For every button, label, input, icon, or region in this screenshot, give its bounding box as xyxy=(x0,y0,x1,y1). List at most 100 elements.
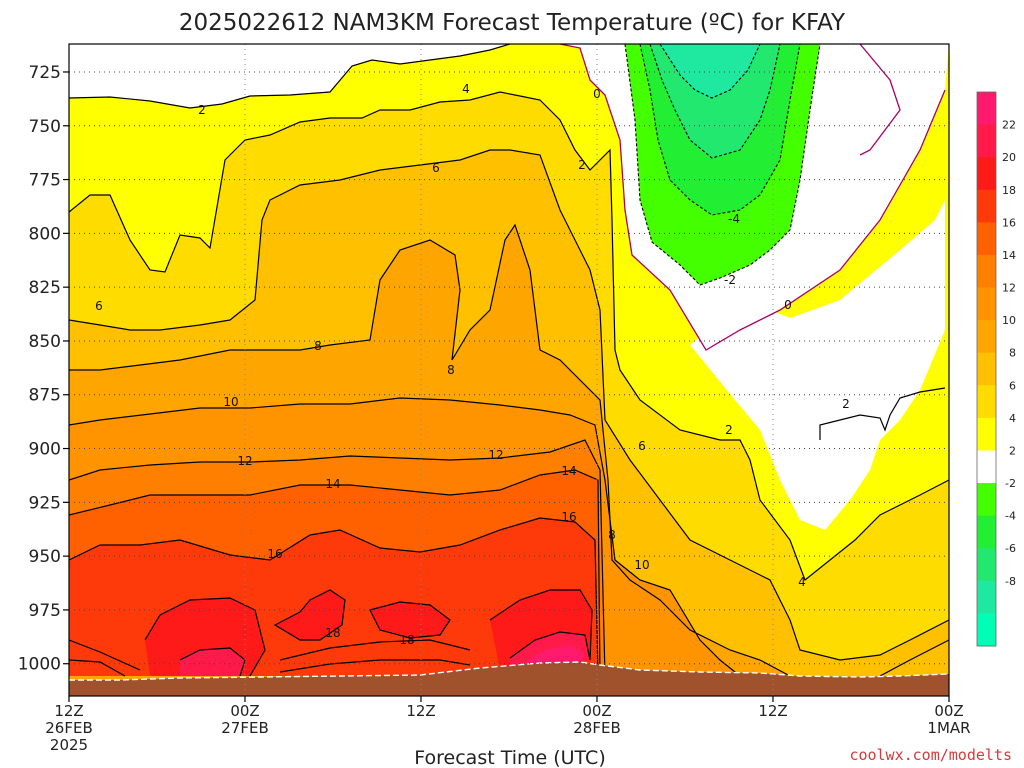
contour-fill-layer xyxy=(69,44,949,696)
contour-line-0-mid xyxy=(859,44,901,156)
colorbar-swatch xyxy=(977,483,996,517)
contour-line-low-3 xyxy=(279,639,471,661)
grid xyxy=(69,44,949,696)
x-tick-label: 28FEB xyxy=(573,719,620,737)
colorbar-label: -8 xyxy=(1005,575,1016,588)
contour-line-12 xyxy=(69,439,606,677)
colorbar-label: 6 xyxy=(1009,379,1016,392)
contour-line-low-1 xyxy=(69,639,141,671)
contour-line-neg2 xyxy=(624,44,821,286)
contour-label: 0 xyxy=(593,87,601,101)
contour-label: 2 xyxy=(725,423,733,437)
y-axis: 725 750 775 800 825 850 875 900 925 950 975 1000 xyxy=(18,63,69,675)
colorbar-swatch xyxy=(977,124,996,158)
contour-line-6 xyxy=(69,149,949,661)
contour-labels: 2 4 6 6 8 8 10 12 12 14 14 16 16 18 18 0 0 2 2 2 -2 -4 6 8 10 4 xyxy=(95,82,850,647)
y-tick-label: 1000 xyxy=(18,655,61,675)
contour-line-0-left xyxy=(559,44,946,351)
y-tick-label: 875 xyxy=(29,386,61,406)
x-tick-label: 12Z xyxy=(758,702,787,720)
x-axis-title: Forecast Time (UTC) xyxy=(414,747,605,768)
y-tick-label: 750 xyxy=(29,117,61,137)
colorbar-swatch xyxy=(977,320,996,354)
contour-line-neg4 xyxy=(639,44,801,216)
contour-line-14 xyxy=(69,469,601,677)
colorbar-label: 4 xyxy=(1009,412,1016,425)
colorbar-swatch xyxy=(977,189,996,223)
colorbar-swatch xyxy=(977,385,996,419)
contour-line-18a xyxy=(144,597,266,677)
contour-label: 8 xyxy=(447,363,455,377)
colorbar-swatch xyxy=(977,450,996,484)
y-tick-label: 950 xyxy=(29,547,61,567)
contour-line-neg6 xyxy=(649,44,781,159)
contour-line-neg8 xyxy=(659,44,761,99)
colorbar-label: -4 xyxy=(1005,510,1016,523)
contour-label: 14 xyxy=(325,477,340,491)
colorbar-label: 14 xyxy=(1002,249,1016,262)
colorbar-label: 16 xyxy=(1002,216,1016,229)
x-tick-label: 12Z xyxy=(406,702,435,720)
x-tick-label: 27FEB xyxy=(221,719,268,737)
y-tick-label: 825 xyxy=(29,278,61,298)
y-tick-label: 775 xyxy=(29,171,61,191)
contour-line-18b xyxy=(273,589,346,641)
contour-label: 2 xyxy=(578,158,586,172)
colorbar-frame xyxy=(976,91,997,647)
contour-line-4 xyxy=(69,91,949,581)
contour-label: 12 xyxy=(237,454,252,468)
contour-label: 12 xyxy=(488,448,503,462)
credit-text: coolwx.com/modelts xyxy=(849,746,1012,764)
colorbar-swatch xyxy=(977,287,996,321)
contour-label: 4 xyxy=(462,82,470,96)
colorbar-swatch xyxy=(977,613,996,647)
colorbar-swatch xyxy=(977,254,996,289)
ground-surface xyxy=(69,662,949,696)
colorbar-label: 18 xyxy=(1002,184,1016,197)
x-tick-label: 00Z xyxy=(582,702,611,720)
contour-lines xyxy=(69,44,949,677)
colorbar-swatch xyxy=(977,580,996,614)
contour-label: 18 xyxy=(325,626,340,640)
contour-label: 10 xyxy=(223,395,238,409)
contour-label: 6 xyxy=(95,299,103,313)
contour-label: 16 xyxy=(267,547,282,561)
contour-label: 2 xyxy=(842,397,850,411)
contour-label: 10 xyxy=(634,558,649,572)
colorbar-label: 2 xyxy=(1009,444,1016,457)
contour-label: 18 xyxy=(399,633,414,647)
colorbar-label: 10 xyxy=(1002,314,1016,327)
colorbar: 22 20 18 16 14 12 10 8 6 4 2 -2 -4 -6 -8 xyxy=(976,91,1016,647)
contour-line-16 xyxy=(69,517,599,677)
colorbar-swatch xyxy=(977,92,996,126)
contour-label: -2 xyxy=(724,273,736,287)
chart-title: 2025022612 NAM3KM Forecast Temperature (… xyxy=(179,10,846,36)
colorbar-label: -2 xyxy=(1005,477,1016,490)
contour-line-8 xyxy=(69,223,791,677)
y-tick-label: 925 xyxy=(29,493,61,513)
contour-label: 16 xyxy=(561,510,576,524)
colorbar-label: 12 xyxy=(1002,282,1016,295)
contour-label: 8 xyxy=(608,528,616,542)
contour-label: 2 xyxy=(198,103,206,117)
contour-line-low-4 xyxy=(279,659,471,673)
y-tick-label: 800 xyxy=(29,224,61,244)
contour-label: 14 xyxy=(561,464,576,478)
y-tick-label: 850 xyxy=(29,332,61,352)
colorbar-swatch xyxy=(977,548,996,582)
band-20-to-22 xyxy=(180,632,590,676)
contour-label: 4 xyxy=(798,575,806,589)
colorbar-swatch xyxy=(977,352,996,386)
contour-line-right-warm xyxy=(879,639,949,677)
colorbar-swatch xyxy=(977,417,996,451)
y-tick-label: 725 xyxy=(29,63,61,83)
band-18-to-20 xyxy=(145,590,592,676)
x-tick-label: 2025 xyxy=(50,736,88,754)
contour-line-20b xyxy=(509,631,591,661)
contour-line-2-upper xyxy=(69,44,511,109)
contour-line-18d xyxy=(489,589,593,661)
colorbar-label: 22 xyxy=(1002,119,1016,132)
x-tick-label: 1MAR xyxy=(927,719,970,737)
x-tick-label: 00Z xyxy=(934,702,963,720)
